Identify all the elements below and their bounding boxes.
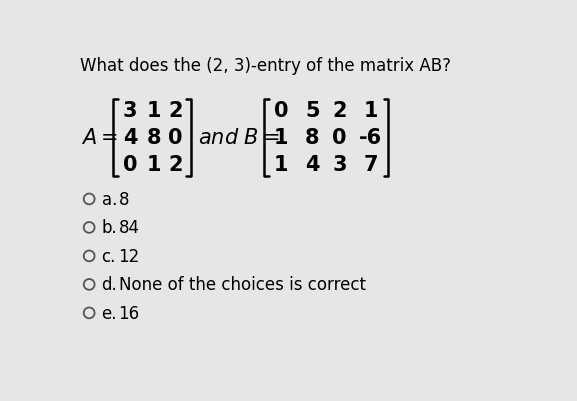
Text: What does the (2, 3)-entry of the matrix AB?: What does the (2, 3)-entry of the matrix… bbox=[80, 57, 451, 75]
Text: 2: 2 bbox=[332, 101, 347, 121]
Text: 1: 1 bbox=[274, 128, 288, 148]
Text: 7: 7 bbox=[364, 155, 378, 175]
Text: 16: 16 bbox=[119, 304, 140, 322]
Text: 4: 4 bbox=[305, 155, 320, 175]
Text: None of the choices is correct: None of the choices is correct bbox=[119, 276, 366, 294]
Text: b.: b. bbox=[102, 219, 117, 237]
Text: a.: a. bbox=[102, 190, 117, 209]
Text: e.: e. bbox=[102, 304, 117, 322]
Text: 8: 8 bbox=[305, 128, 320, 148]
Text: 84: 84 bbox=[119, 219, 140, 237]
Text: $A=$: $A=$ bbox=[81, 128, 118, 148]
Text: 0: 0 bbox=[332, 128, 347, 148]
Text: c.: c. bbox=[102, 247, 116, 265]
Text: 0: 0 bbox=[123, 155, 137, 175]
Text: 3: 3 bbox=[123, 101, 137, 121]
Text: 1: 1 bbox=[146, 155, 161, 175]
Text: 4: 4 bbox=[123, 128, 137, 148]
Text: 8: 8 bbox=[146, 128, 161, 148]
Text: 1: 1 bbox=[274, 155, 288, 175]
Text: 5: 5 bbox=[305, 101, 320, 121]
Text: 1: 1 bbox=[146, 101, 161, 121]
Text: d.: d. bbox=[102, 276, 117, 294]
Text: 3: 3 bbox=[332, 155, 347, 175]
Text: 8: 8 bbox=[119, 190, 129, 209]
Text: 12: 12 bbox=[119, 247, 140, 265]
Text: 0: 0 bbox=[168, 128, 182, 148]
Text: 2: 2 bbox=[168, 155, 182, 175]
Text: 0: 0 bbox=[274, 101, 288, 121]
Text: 1: 1 bbox=[364, 101, 378, 121]
Text: 2: 2 bbox=[168, 101, 182, 121]
Text: and $B=$: and $B=$ bbox=[198, 128, 279, 148]
Text: -6: -6 bbox=[359, 128, 382, 148]
